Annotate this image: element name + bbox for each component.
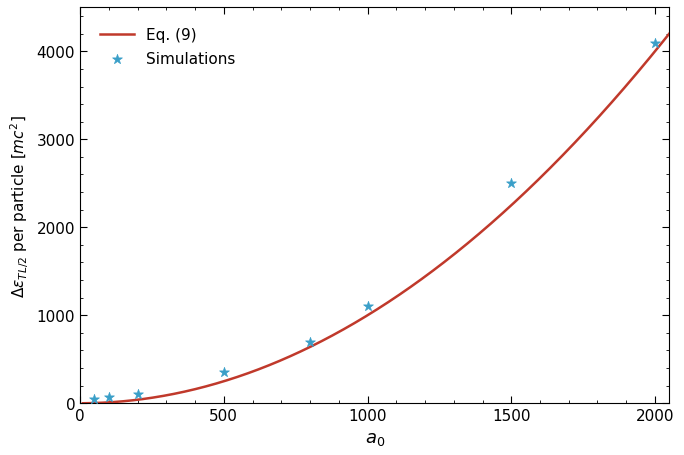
Legend: Eq. (9), Simulations: Eq. (9), Simulations: [88, 16, 248, 80]
Simulations: [132, 390, 143, 398]
Simulations: [218, 369, 229, 376]
Eq. (9): [666, 32, 674, 37]
Eq. (9): [536, 176, 544, 181]
Simulations: [304, 338, 315, 345]
Simulations: [89, 395, 100, 403]
Eq. (9): [79, 400, 87, 406]
Eq. (9): [547, 165, 555, 171]
Y-axis label: $\Delta\epsilon_{TL/2}$ per particle [$mc^2$]: $\Delta\epsilon_{TL/2}$ per particle [$m…: [8, 115, 31, 297]
Eq. (9): [337, 328, 345, 334]
Eq. (9): [482, 226, 490, 231]
Eq. (9): [139, 396, 147, 402]
Simulations: [650, 40, 661, 47]
Line: Eq. (9): Eq. (9): [83, 35, 670, 403]
X-axis label: $a_0$: $a_0$: [365, 429, 385, 447]
Simulations: [103, 394, 114, 401]
Eq. (9): [316, 339, 324, 345]
Simulations: [505, 180, 516, 187]
Simulations: [362, 303, 373, 310]
